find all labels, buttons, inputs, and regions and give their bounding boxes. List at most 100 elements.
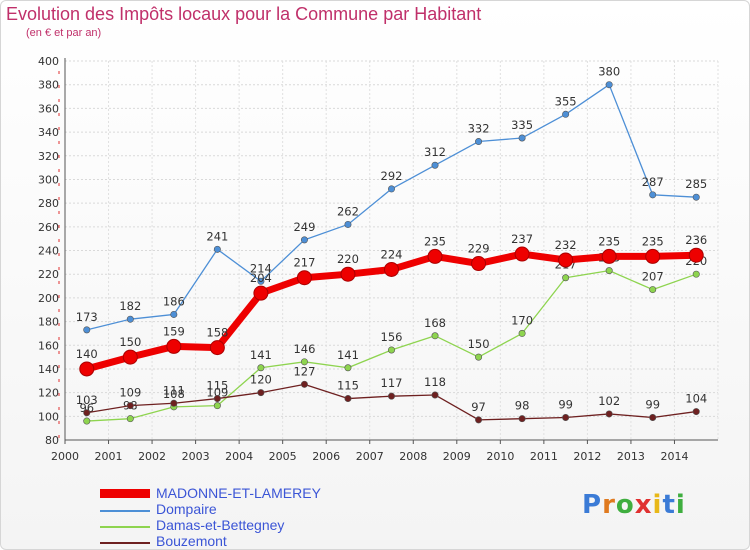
- data-point: [300, 358, 308, 366]
- data-point: [649, 286, 657, 294]
- data-label: 380: [598, 65, 620, 79]
- data-point: [514, 246, 530, 262]
- x-tick-label: 2012: [573, 450, 601, 463]
- x-tick-label: 2011: [530, 450, 558, 463]
- data-point: [562, 110, 570, 118]
- data-point: [213, 402, 221, 410]
- data-point: [605, 267, 613, 275]
- data-point: [384, 261, 399, 277]
- data-label: 207: [642, 270, 664, 284]
- data-label: 204: [250, 271, 272, 285]
- data-point: [257, 389, 265, 397]
- data-label: 98: [515, 399, 530, 413]
- legend-swatch: [100, 542, 150, 544]
- data-point: [475, 138, 483, 146]
- y-tick-label: 300: [38, 173, 59, 186]
- data-point: [387, 392, 395, 400]
- data-label: 173: [76, 310, 98, 324]
- x-tick-label: 2001: [95, 450, 123, 463]
- data-point: [518, 415, 526, 423]
- y-tick-label: 80: [45, 434, 59, 447]
- data-label: 120: [250, 373, 272, 387]
- data-point: [79, 361, 95, 377]
- data-label: 109: [119, 386, 141, 400]
- data-point: [649, 413, 657, 421]
- data-label: 287: [642, 175, 664, 189]
- y-tick-label: 220: [38, 268, 59, 281]
- data-point: [431, 161, 439, 169]
- data-label: 355: [555, 94, 577, 108]
- data-label: 102: [598, 394, 620, 408]
- x-tick-label: 2008: [399, 450, 427, 463]
- legend-swatch: [100, 526, 150, 528]
- y-tick-label: 140: [38, 363, 59, 376]
- legend-swatch: [100, 489, 150, 498]
- legend-swatch: [100, 510, 150, 512]
- legend-label: Dompaire: [156, 501, 217, 517]
- data-point: [471, 256, 487, 272]
- data-point: [431, 332, 439, 340]
- y-tick-label: 200: [38, 292, 59, 305]
- data-label: 236: [685, 233, 707, 247]
- data-point: [605, 81, 613, 89]
- data-label: 224: [381, 247, 403, 261]
- chart-subtitle: (en € et par an): [26, 27, 102, 39]
- data-point: [688, 247, 704, 263]
- x-tick-label: 2004: [225, 450, 253, 463]
- data-point: [126, 415, 134, 423]
- data-point: [253, 285, 269, 301]
- data-label: 220: [337, 252, 359, 266]
- data-point: [122, 349, 138, 365]
- y-tick-label: 160: [38, 339, 59, 352]
- data-point: [645, 248, 661, 264]
- data-label: 217: [293, 256, 315, 270]
- line-chart: 80 100 120 140 160 180 200 220 240 260 280 300 320 34…: [38, 55, 719, 463]
- x-tick-label: 2000: [51, 450, 79, 463]
- y-tick-label: 120: [38, 387, 59, 400]
- data-label: 141: [337, 348, 359, 362]
- x-tick-label: 2007: [356, 450, 384, 463]
- x-tick-label: 2005: [269, 450, 297, 463]
- data-point: [562, 413, 570, 421]
- data-point: [601, 248, 617, 264]
- data-label: 159: [163, 324, 185, 338]
- data-point: [692, 270, 700, 278]
- data-label: 109: [206, 386, 228, 400]
- data-label: 118: [424, 375, 446, 389]
- data-label: 97: [471, 400, 486, 414]
- data-point: [340, 266, 356, 282]
- data-label: 332: [468, 122, 490, 136]
- data-label: 115: [206, 379, 228, 393]
- data-label: 150: [468, 337, 490, 351]
- y-tick-label: 320: [38, 150, 59, 163]
- data-label: 249: [293, 220, 315, 234]
- legend-label: Damas-et-Bettegney: [156, 517, 285, 533]
- data-point: [692, 408, 700, 416]
- y-tick-label: 240: [38, 245, 59, 258]
- data-label: 186: [163, 294, 185, 308]
- data-label: 235: [598, 234, 620, 248]
- data-point: [431, 391, 439, 399]
- data-label: 312: [424, 145, 446, 159]
- data-point: [692, 193, 700, 201]
- x-tick-label: 2003: [182, 450, 210, 463]
- x-tick-label: 2002: [138, 450, 166, 463]
- data-label: 146: [293, 342, 315, 356]
- data-label: 292: [381, 169, 403, 183]
- data-point: [170, 310, 178, 318]
- x-tick-label: 2006: [312, 450, 340, 463]
- data-point: [562, 274, 570, 282]
- data-label: 335: [511, 118, 533, 132]
- y-tick-label: 360: [38, 102, 59, 115]
- data-label: 140: [76, 347, 98, 361]
- data-label: 127: [293, 364, 315, 378]
- data-label: 141: [250, 348, 272, 362]
- data-label: 285: [685, 177, 707, 191]
- data-label: 235: [642, 234, 664, 248]
- data-point: [213, 245, 221, 253]
- data-label: 235: [424, 234, 446, 248]
- data-point: [387, 185, 395, 193]
- data-point: [344, 220, 352, 228]
- chart-title: Evolution des Impôts locaux pour la Comm…: [6, 4, 482, 24]
